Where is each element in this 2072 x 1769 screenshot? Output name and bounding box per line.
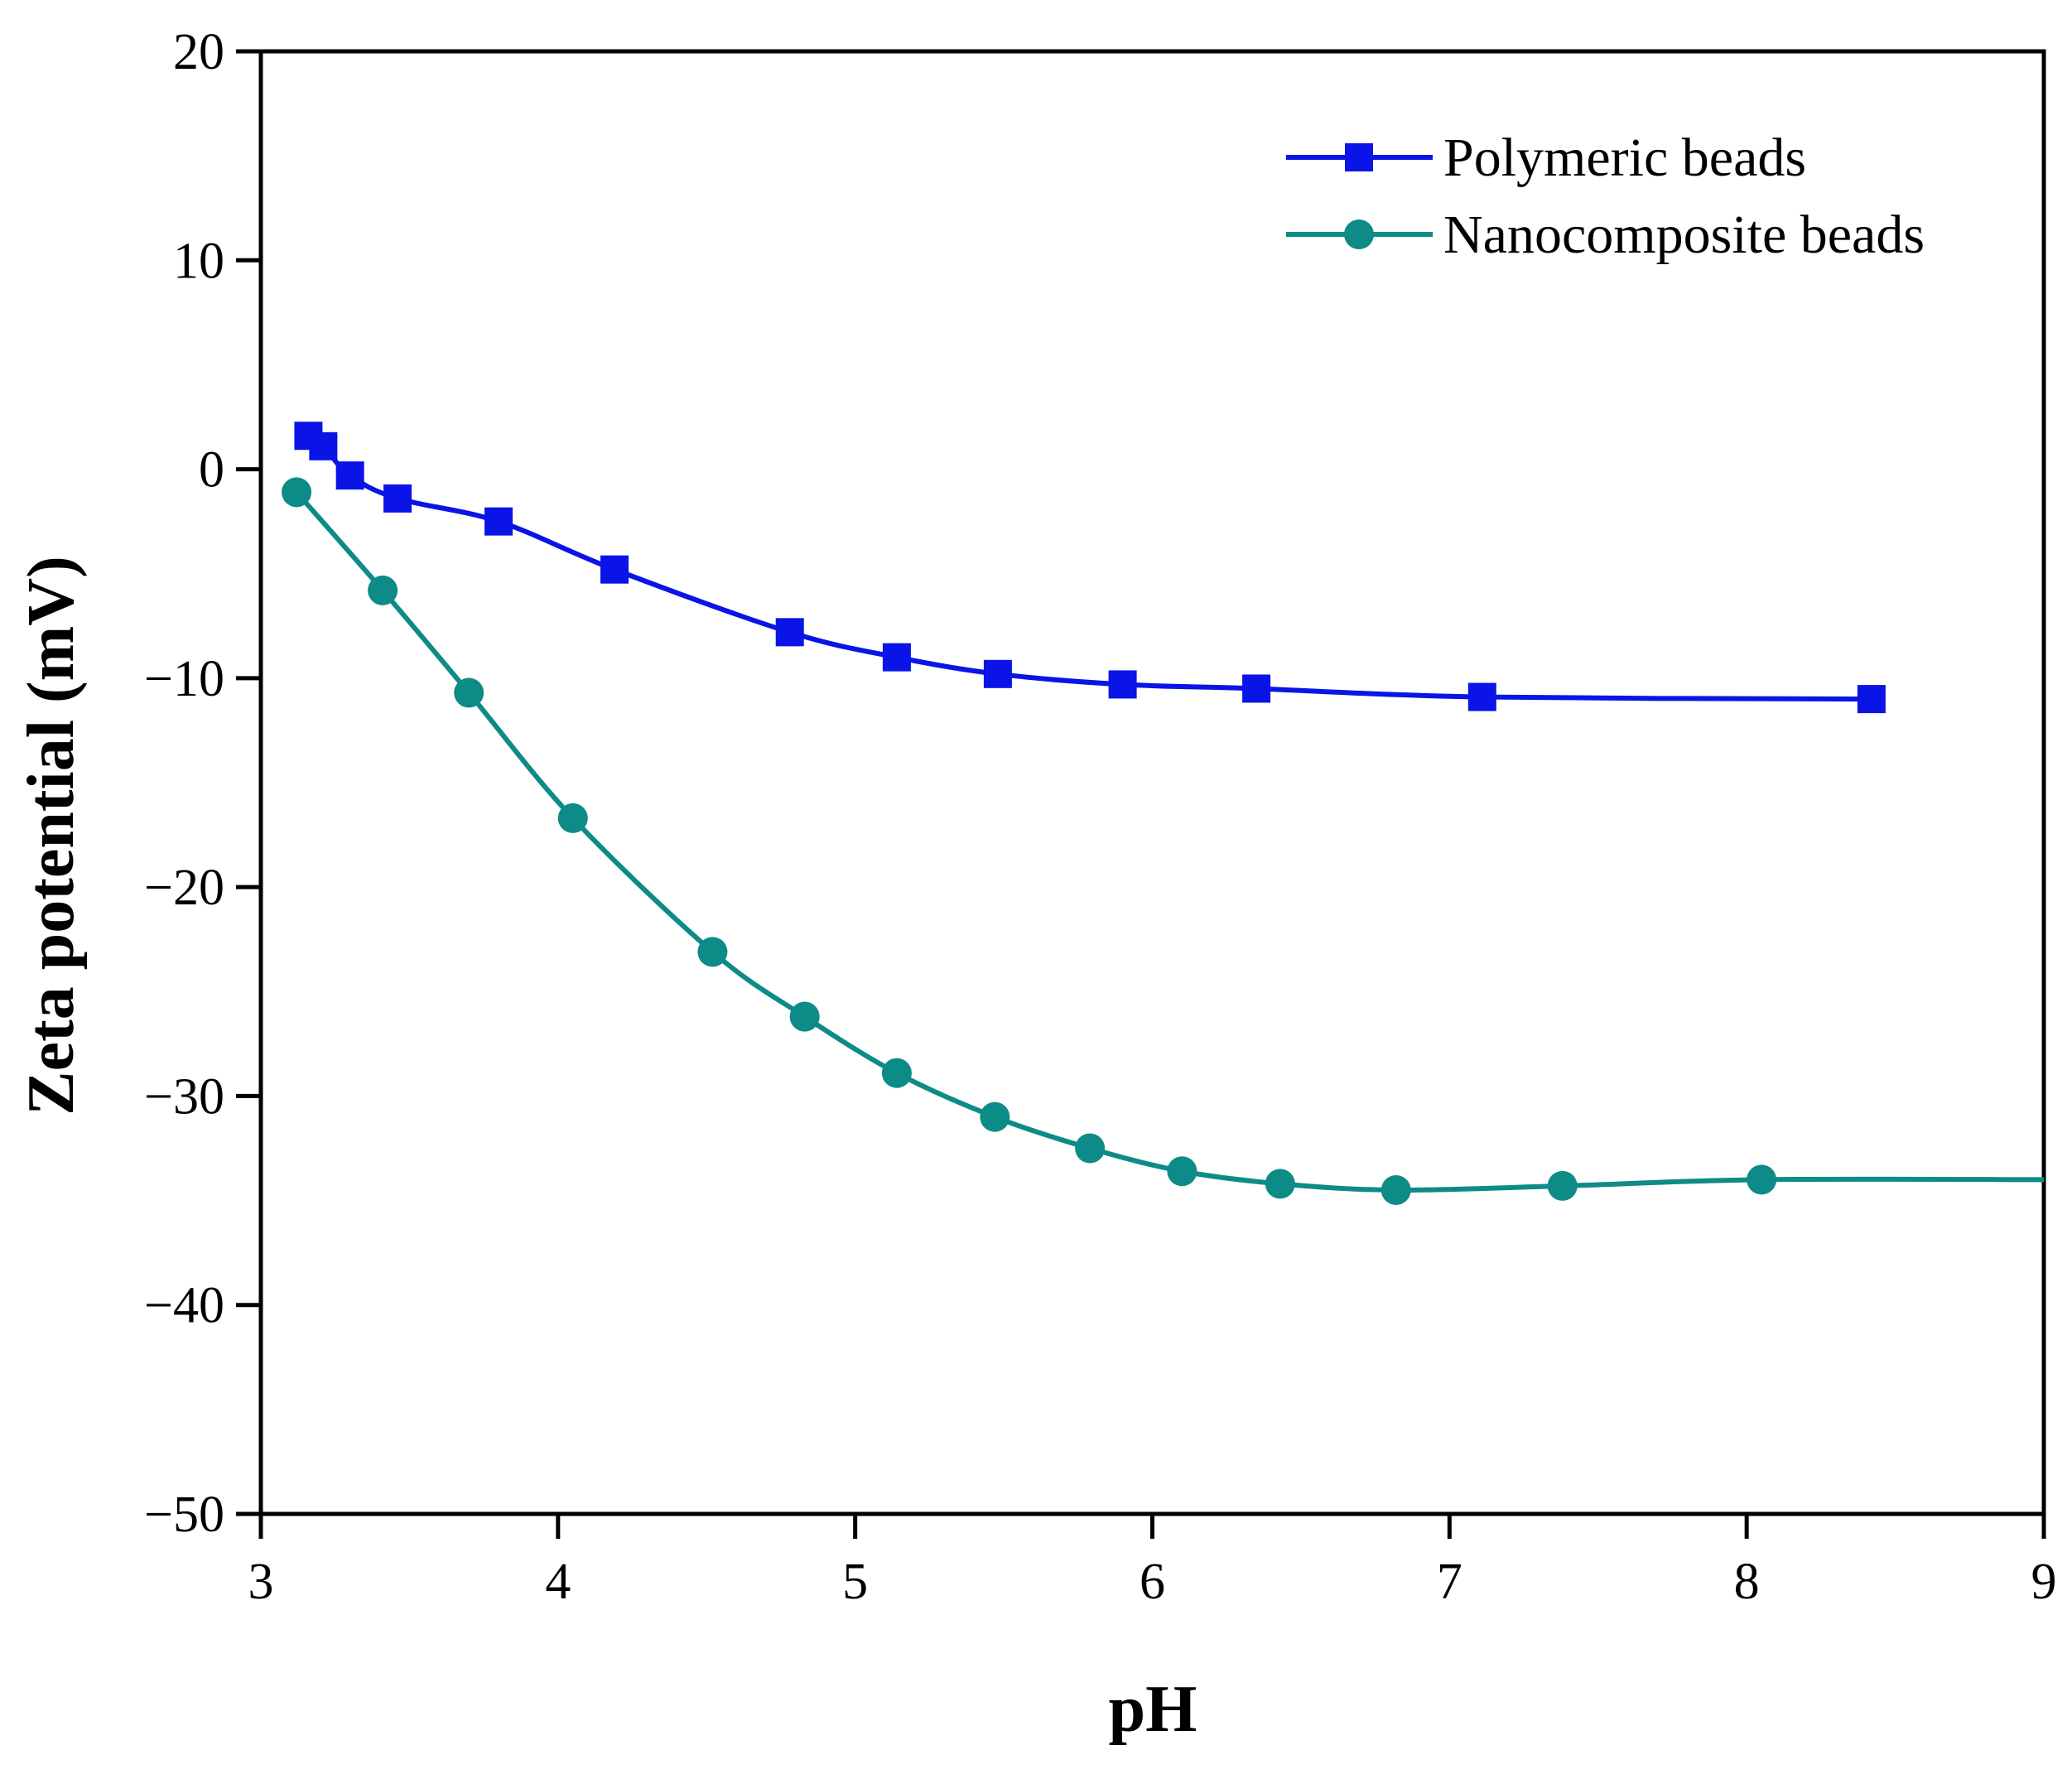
x-tick-label: 6 [1140,1554,1165,1610]
data-point-nanocomposite [1381,1174,1411,1205]
y-tick-label: −10 [144,651,224,707]
legend: Polymeric beads Nanocomposite beads [1286,128,1925,265]
series-layer [282,422,2045,1205]
data-point-polymeric [775,618,804,647]
data-point-nanocomposite [368,575,398,605]
legend-label-polymeric: Polymeric beads [1443,128,1806,188]
y-tick-label: 0 [199,442,224,499]
data-point-polymeric [1242,674,1271,703]
data-point-polymeric [309,431,338,460]
y-tick-label: −50 [144,1487,224,1543]
data-point-nanocomposite [980,1101,1010,1132]
y-tick-label: 20 [173,24,224,80]
data-point-nanocomposite [789,1001,820,1032]
data-point-nanocomposite [881,1058,912,1088]
data-point-polymeric [882,643,911,672]
x-axis-title: pH [1109,1673,1197,1746]
data-point-polymeric [335,461,364,490]
x-tick-label: 7 [1437,1554,1462,1610]
data-point-nanocomposite [697,937,728,967]
data-point-polymeric [383,484,412,513]
data-point-nanocomposite [557,803,588,833]
y-tick-label: −40 [144,1278,224,1334]
data-point-polymeric [1467,682,1496,711]
data-point-nanocomposite [1075,1133,1106,1164]
data-point-polymeric [1108,670,1137,699]
y-axis: −50 −40 −30 −20 −10 0 10 20 [144,24,261,1543]
data-point-nanocomposite [1747,1164,1777,1195]
x-tick-label: 8 [1734,1554,1760,1610]
x-tick-label: 3 [248,1554,274,1610]
data-point-polymeric [983,659,1012,688]
legend-marker-polymeric [1345,143,1373,171]
data-point-nanocomposite [454,677,484,708]
legend-marker-nanocomposite [1344,219,1374,249]
x-axis: 3 4 5 6 7 8 9 [248,1514,2057,1610]
data-point-nanocomposite [1167,1156,1197,1187]
data-point-polymeric [484,507,513,536]
data-point-nanocomposite [282,477,312,508]
x-tick-label: 5 [842,1554,868,1610]
data-point-polymeric [600,555,629,584]
data-point-nanocomposite [1265,1169,1295,1199]
y-tick-label: −20 [144,860,224,916]
data-point-polymeric [1857,685,1886,714]
legend-label-nanocomposite: Nanocomposite beads [1443,205,1925,265]
y-tick-label: 10 [173,233,224,289]
data-point-nanocomposite [1547,1170,1578,1201]
y-tick-label: −30 [144,1068,224,1125]
x-tick-label: 9 [2031,1554,2057,1610]
x-tick-label: 4 [545,1554,571,1610]
y-axis-title: Zeta potential (mV) [15,556,88,1115]
